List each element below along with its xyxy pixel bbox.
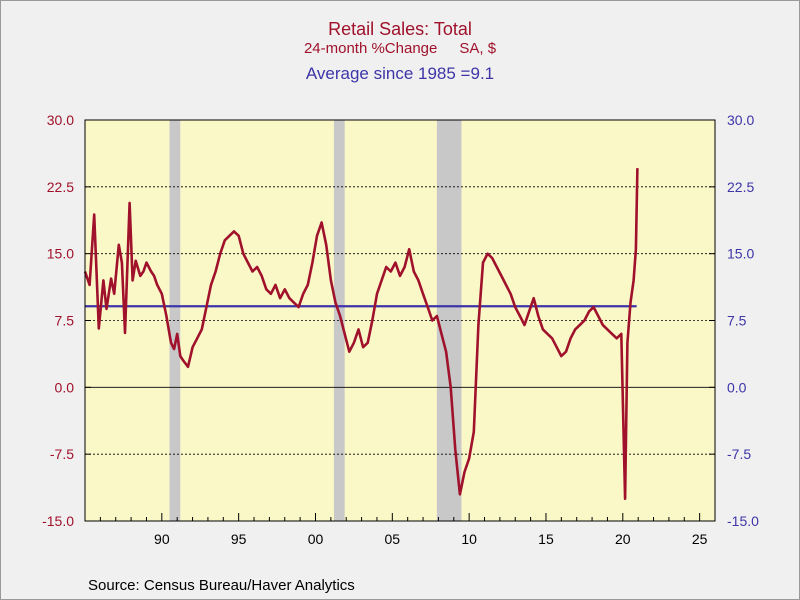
y-tick-label-right: -15.0: [727, 513, 759, 529]
y-tick-label-left: 7.5: [55, 313, 75, 329]
y-tick-label-right: 0.0: [727, 379, 747, 395]
subtitle-measure: 24-month %Change: [303, 40, 438, 57]
chart-title: Retail Sales: Total: [328, 19, 472, 39]
y-tick-label-right: 30.0: [727, 112, 754, 128]
source-note: Source: Census Bureau/Haver Analytics: [88, 577, 355, 594]
retail-sales-line: [83, 168, 639, 500]
x-tick-label: 20: [615, 531, 631, 547]
y-tick-label-left: 0.0: [55, 379, 75, 395]
x-tick-label: 05: [385, 531, 401, 547]
x-tick-label: 25: [692, 531, 708, 547]
y-tick-label-right: 15.0: [727, 246, 754, 262]
y-tick-label-right: 7.5: [727, 313, 747, 329]
x-tick-label: 95: [231, 531, 247, 547]
y-tick-label-left: 15.0: [47, 246, 74, 262]
y-tick-label-left: -7.5: [50, 446, 74, 462]
y-tick-label-left: -15.0: [42, 513, 74, 529]
y-tick-label-right: -7.5: [727, 446, 751, 462]
chart-header: Retail Sales: Total 24-month %Change SA, …: [0, 18, 800, 86]
chart-subtitle: 24-month %Change SA, $: [0, 40, 800, 58]
y-tick-label-left: 30.0: [47, 112, 74, 128]
average-label: Average since 1985 =9.1: [305, 64, 495, 83]
x-tick-label: 90: [154, 531, 170, 547]
plot-border: [84, 119, 716, 522]
x-tick-label: 00: [308, 531, 324, 547]
x-tick-label: 10: [461, 531, 477, 547]
x-tick-label: 15: [538, 531, 554, 547]
subtitle-units: SA, $: [459, 40, 497, 57]
y-tick-label-right: 22.5: [727, 179, 754, 195]
y-tick-label-left: 22.5: [47, 179, 74, 195]
recession-band-2: [333, 120, 345, 521]
